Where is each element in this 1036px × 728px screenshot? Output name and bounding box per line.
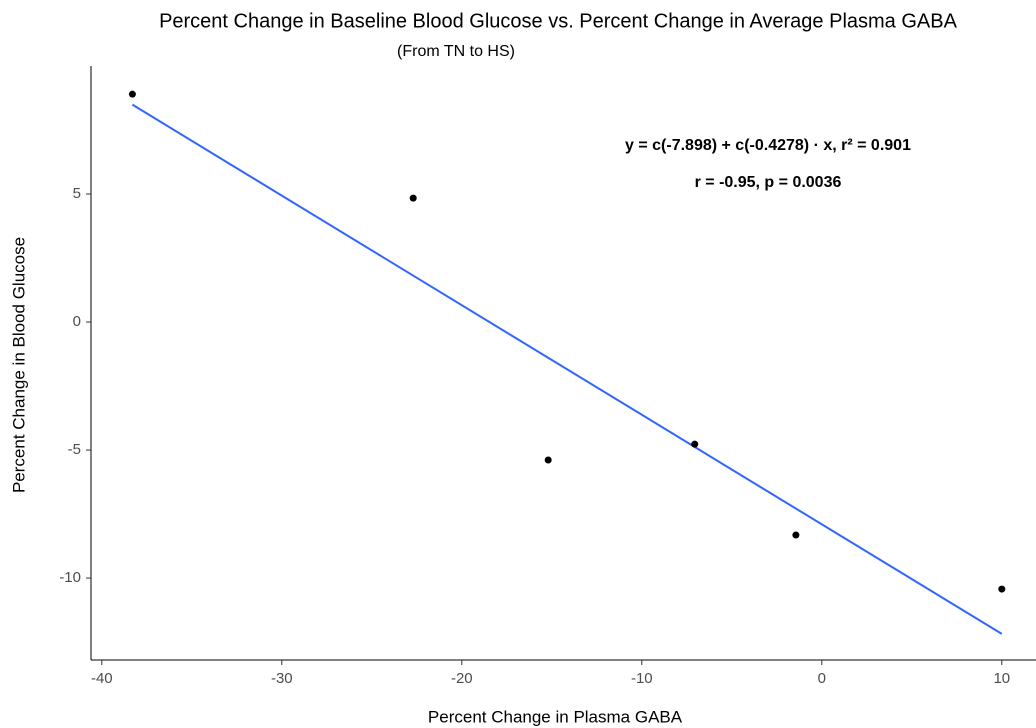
point (792, 531, 800, 539)
x-tick-label: 10 (993, 670, 1010, 687)
y-tick-label: -5 (68, 441, 81, 458)
point (544, 456, 552, 464)
point (409, 194, 417, 202)
point (128, 90, 136, 98)
chart-title: Percent Change in Baseline Blood Glucose… (159, 10, 958, 32)
y-tick-label: -10 (59, 569, 81, 586)
point (691, 440, 699, 448)
x-tick-label: 0 (818, 670, 826, 687)
x-tick-label: -10 (631, 670, 653, 687)
x-tick-label: -40 (91, 670, 113, 687)
y-axis-title: Percent Change in Blood Glucose (9, 237, 28, 493)
x-tick-label: -30 (271, 670, 293, 687)
point (998, 585, 1006, 593)
x-tick-label: -20 (451, 670, 473, 687)
y-tick-label: 0 (73, 313, 81, 330)
chart-subtitle: (From TN to HS) (397, 43, 515, 60)
y-tick-label: 5 (73, 185, 81, 202)
annotation: r = -0.95, p = 0.0036 (695, 174, 842, 191)
annotation: y = c(-7.898) + c(-0.4278) · x, r² = 0.9… (625, 137, 911, 154)
x-axis-title: Percent Change in Plasma GABA (428, 707, 683, 726)
fit-line (131, 103, 1003, 635)
